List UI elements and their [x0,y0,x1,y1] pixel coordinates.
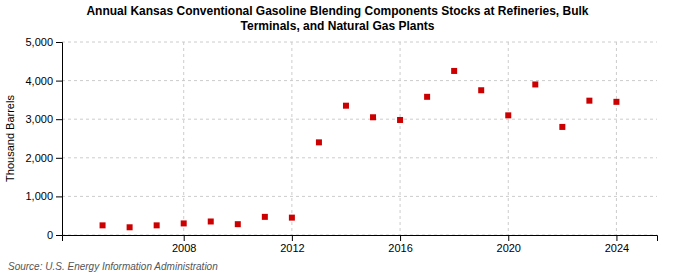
x-axis-tick-mark [400,235,401,241]
x-axis-tick-label: 2024 [605,242,629,254]
y-axis-tick: 5,000 [25,36,62,48]
y-axis-tick-label: 0 [47,229,53,241]
grid-line-x [400,42,401,235]
x-axis-tick: 2024 [605,235,629,254]
y-axis-tick-label: 4,000 [25,75,53,87]
grid-line-y [62,119,657,120]
point [586,98,592,104]
x-axis-tick-mark [184,235,185,241]
point [262,214,268,220]
grid-line-y [62,80,657,81]
y-axis-tick: 2,000 [25,152,62,164]
x-axis-tick-mark [508,235,509,241]
y-axis-tick-label: 5,000 [25,36,53,48]
x-axis: 2008 2012 2016 2020 2024 [63,235,658,254]
x-axis-line [63,236,658,242]
grid-line-y [62,42,657,43]
y-axis-tick: 4,000 [25,75,62,87]
x-axis-tick: 2012 [280,235,304,254]
x-axis-tick: 2008 [172,235,196,254]
y-axis-tick-mark [56,158,62,159]
point [397,117,403,123]
x-axis-tick-label: 2012 [280,242,304,254]
grid [62,42,657,235]
x-axis-tick-label: 2016 [388,242,412,254]
y-axis: 0 1,000 2,000 3,000 4,000 5,000 [25,36,62,241]
point [100,222,106,228]
x-axis-tick-mark [616,235,617,241]
x-axis-tick: 2016 [388,235,412,254]
y-axis-tick-mark [56,196,62,197]
plot: 2008 2012 2016 2020 2024 0 1,000 2,000 3,000 4,00… [25,36,657,254]
x-axis-tick: 2020 [497,235,521,254]
y-axis-tick-mark [56,81,62,82]
x-axis-tick-label: 2008 [172,242,196,254]
point [424,94,430,100]
y-axis-line [56,43,63,236]
points [100,68,620,230]
point [127,224,133,230]
grid-line-x [508,42,509,235]
y-axis-tick-mark [56,235,62,236]
point [613,99,619,105]
source: Source: U.S. Energy Information Administ… [8,261,218,272]
y-axis-tick: 3,000 [25,113,62,125]
title-line: Terminals, and Natural Gas Plants [241,19,435,33]
y-axis-tick-label: 1,000 [25,190,53,202]
y-axis-tick: 1,000 [25,190,62,202]
point [343,103,349,109]
point [370,114,376,120]
point [532,81,538,87]
y-axis-tick-mark [56,42,62,43]
y-axis-tick-mark [56,119,62,120]
y-axis-tick-label: 2,000 [25,152,53,164]
point [505,112,511,118]
y-axis-tick: 0 [47,229,62,241]
point [559,124,565,130]
point [316,139,322,145]
y-axis-title: Thousand Barrels [4,95,16,182]
grid-line-y [62,157,657,158]
grid-line-x [183,42,184,235]
point [235,221,241,227]
title: Annual Kansas Conventional Gasoline Blen… [86,4,588,33]
point [208,218,214,224]
x-axis-tick-mark [292,235,293,241]
point [478,87,484,93]
title-line: Annual Kansas Conventional Gasoline Blen… [86,4,588,18]
chart: 2008 2012 2016 2020 2024 0 1,000 2,000 3,000 4,00… [0,0,675,275]
y-axis-tick-label: 3,000 [25,113,53,125]
point [154,222,160,228]
point [181,220,187,226]
x-axis-tick-label: 2020 [497,242,521,254]
point [289,215,295,221]
grid-line-x [616,42,617,235]
grid-line-y [62,196,657,197]
grid-line-x [291,42,292,235]
point [451,68,457,74]
